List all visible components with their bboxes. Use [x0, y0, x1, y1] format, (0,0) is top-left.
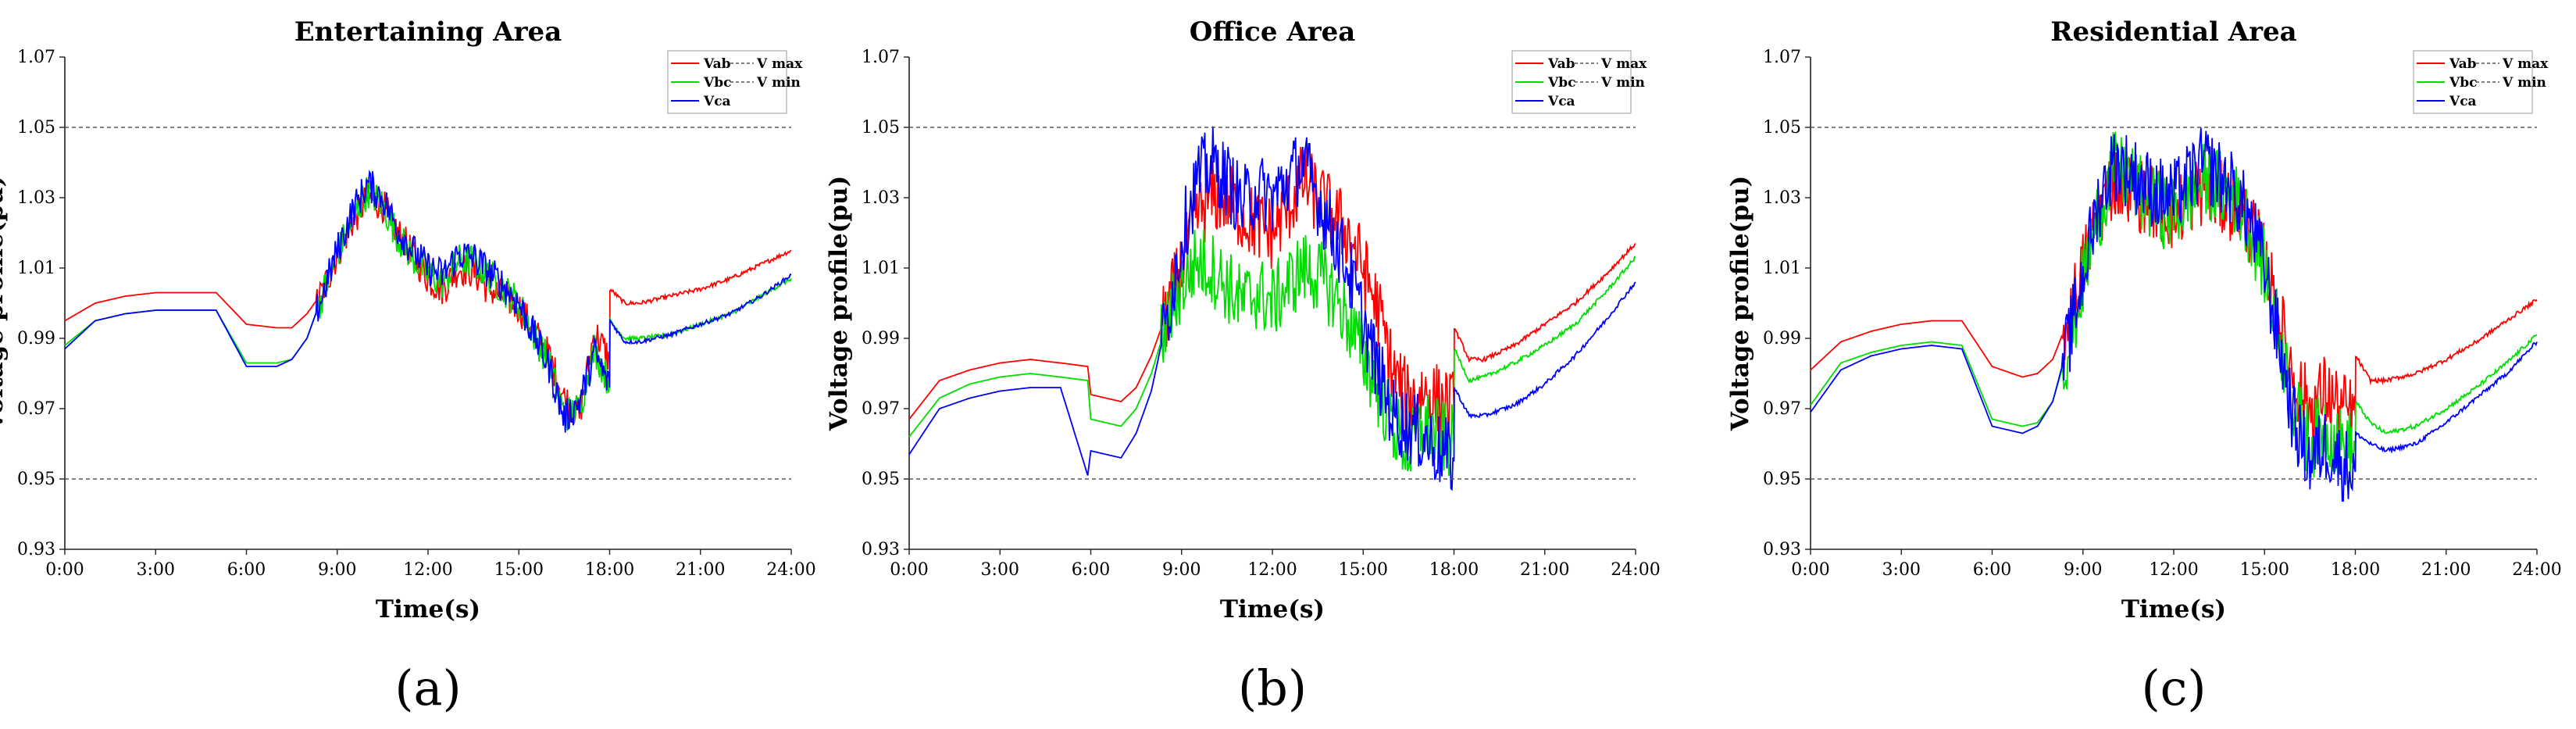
x-tick-label: 12:00 [2149, 560, 2198, 580]
y-tick-label: 1.01 [17, 259, 55, 278]
x-tick-label: 9:00 [318, 560, 356, 580]
series-line-vca [908, 126, 1636, 491]
x-tick-label: 18:00 [585, 560, 634, 580]
x-tick-label: 6:00 [227, 560, 266, 580]
x-axis-label: Time(s) [2121, 595, 2226, 624]
chart-title: Office Area [1190, 16, 1356, 48]
x-tick-label: 12:00 [403, 560, 452, 580]
y-tick-label: 1.05 [1763, 118, 1801, 138]
legend: Vab Vbc Vca V max V min [1511, 50, 1647, 114]
x-axis-label: Time(s) [1220, 595, 1325, 624]
x-tick-label: 0:00 [45, 560, 84, 580]
series-line-vbc [64, 177, 792, 431]
x-tick-label: 3:00 [981, 560, 1019, 580]
y-tick-label: 0.99 [862, 329, 900, 348]
series-line-vca [64, 170, 792, 433]
x-axis-label: Time(s) [376, 595, 480, 624]
legend-label: Vab [1547, 56, 1575, 72]
y-tick-label: 1.07 [17, 48, 55, 67]
y-tick-label: 1.01 [862, 259, 900, 278]
y-tick-label: 1.03 [1763, 188, 1801, 208]
y-tick-label: 0.93 [1763, 540, 1801, 559]
y-tick-label: 1.01 [1763, 259, 1801, 278]
y-axis-label: Voltage profile(pu) [1726, 176, 1754, 432]
x-tick-label: 6:00 [1973, 560, 2011, 580]
y-tick-label: 0.93 [17, 540, 55, 559]
y-tick-label: 1.03 [17, 188, 55, 208]
y-tick-label: 1.03 [862, 188, 900, 208]
y-tick-label: 0.95 [862, 470, 900, 489]
x-tick-label: 21:00 [1520, 560, 1569, 580]
y-tick-label: 1.07 [862, 48, 900, 67]
y-tick-label: 1.05 [17, 118, 55, 138]
x-tick-label: 3:00 [1882, 560, 1921, 580]
legend-label: V min [2502, 75, 2546, 91]
x-tick-label: 18:00 [1429, 560, 1479, 580]
legend-label: V max [2502, 56, 2549, 72]
y-axis-label: Voltage profile(pu) [825, 176, 853, 432]
y-tick-label: 0.97 [17, 399, 55, 419]
legend-label: Vbc [703, 75, 731, 91]
legend: Vab Vbc Vca V max V min [667, 50, 803, 114]
x-tick-label: 9:00 [2064, 560, 2102, 580]
x-tick-label: 15:00 [494, 560, 544, 580]
x-tick-label: 9:00 [1162, 560, 1201, 580]
legend-label: V min [756, 75, 801, 91]
x-tick-label: 21:00 [2421, 560, 2471, 580]
series-line-vbc [908, 229, 1636, 477]
legend-label: Vab [703, 56, 731, 72]
legend-label: Vca [2449, 94, 2477, 109]
chart-panel-2: Office Area 0.93 0.95 0.97 0.99 1.01 1.03 1.05 1… [825, 16, 1661, 716]
x-tick-label: 21:00 [676, 560, 725, 580]
x-tick-label: 15:00 [2240, 560, 2289, 580]
y-tick-label: 1.07 [1763, 48, 1801, 67]
series-line-vca [1810, 127, 2538, 502]
legend-label: V max [1600, 56, 1647, 72]
legend-label: V max [756, 56, 803, 72]
series-line-vab [64, 180, 792, 426]
y-tick-label: 0.95 [1763, 470, 1801, 489]
x-tick-label: 15:00 [1339, 560, 1388, 580]
y-tick-label: 1.05 [862, 118, 900, 138]
y-axis-label: Voltage profile(pu) [0, 176, 9, 432]
x-tick-label: 18:00 [2331, 560, 2380, 580]
x-tick-label: 6:00 [1072, 560, 1110, 580]
y-tick-label: 0.97 [862, 399, 900, 419]
y-tick-label: 0.93 [862, 540, 900, 559]
x-tick-label: 0:00 [1791, 560, 1829, 580]
x-tick-label: 24:00 [766, 560, 815, 580]
x-tick-label: 3:00 [137, 560, 175, 580]
x-tick-label: 24:00 [2512, 560, 2561, 580]
x-tick-label: 12:00 [1247, 560, 1297, 580]
legend: Vab Vbc Vca V max V min [2413, 50, 2549, 114]
legend-label: Vbc [1547, 75, 1575, 91]
y-tick-label: 0.97 [1763, 399, 1801, 419]
chart-panel-3: Residential Area 0.93 0.95 0.97 0.99 1.01 1.03… [1726, 16, 2562, 716]
y-tick-label: 0.95 [17, 470, 55, 489]
legend-label: Vab [2449, 56, 2477, 72]
panel-label: (b) [1238, 659, 1307, 716]
chart-panel-1: Entertaining Area 0.93 0.95 0.97 0.99 1.01 1.0… [0, 16, 816, 716]
legend-label: Vca [1547, 94, 1575, 109]
chart-title: Entertaining Area [294, 16, 562, 48]
x-tick-label: 0:00 [890, 560, 928, 580]
x-tick-label: 24:00 [1611, 560, 1660, 580]
y-tick-label: 0.99 [1763, 329, 1801, 348]
y-tick-label: 0.99 [17, 329, 55, 348]
panel-label: (a) [394, 659, 461, 716]
panel-label: (c) [2141, 659, 2206, 716]
legend-label: Vca [703, 94, 731, 109]
legend-label: V min [1600, 75, 1645, 91]
legend-label: Vbc [2449, 75, 2477, 91]
chart-title: Residential Area [2050, 16, 2296, 48]
